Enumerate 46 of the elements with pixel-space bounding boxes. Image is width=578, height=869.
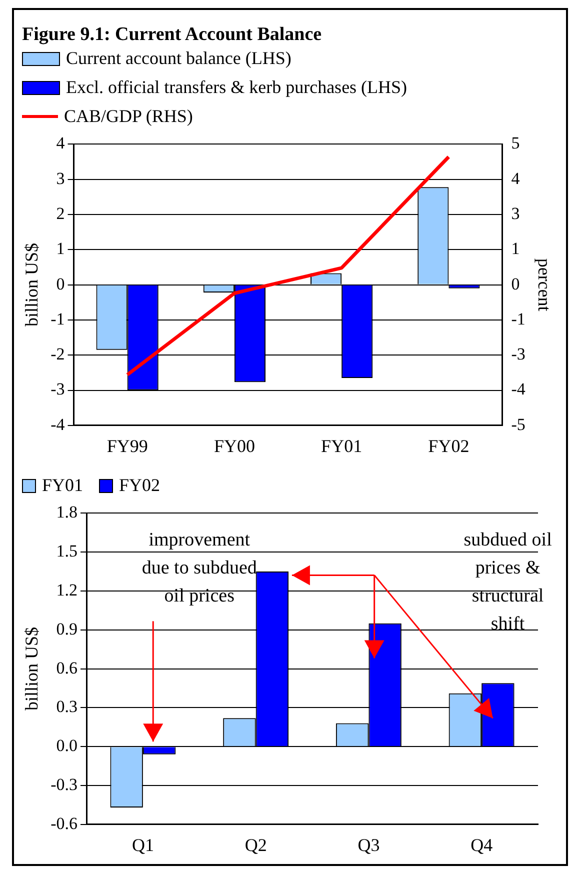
y-tick-label: 0.0 <box>56 736 78 756</box>
y2-tick-label: -5 <box>511 414 526 434</box>
x-tick-label: Q3 <box>358 834 380 855</box>
x-tick-label: Q4 <box>470 834 493 855</box>
annotation: improvement due to subdued oil prices <box>142 530 258 607</box>
y-tick-label: -0.3 <box>50 774 78 794</box>
y2-tick-label: 3 <box>511 204 520 223</box>
x-tick-label: FY00 <box>214 436 255 456</box>
legend-label: FY02 <box>119 475 160 496</box>
y2-axis-title: percent <box>534 258 554 312</box>
chart-title: Figure 9.1: Current Account Balance <box>22 24 323 46</box>
y2-tick-label: 4 <box>511 168 520 188</box>
x-tick-label: FY02 <box>428 436 470 456</box>
y-axis-title: billion US$ <box>22 627 42 711</box>
annotation: subdued oil prices & structural shift <box>464 530 552 635</box>
y-tick-label: 2 <box>56 204 65 223</box>
y2-tick-label: 1 <box>511 239 520 258</box>
legend-label: FY01 <box>42 475 84 496</box>
legend-label: CAB/GDP (RHS) <box>64 106 193 127</box>
y-tick-label: -0.6 <box>50 814 78 833</box>
y-tick-label: -4 <box>50 414 66 434</box>
y2-tick-label: -4 <box>511 380 526 399</box>
y2-tick-label: 0 <box>511 274 520 294</box>
x-tick-label: Q1 <box>132 834 154 855</box>
y2-tick-label: 5 <box>511 134 520 153</box>
y-tick-label: 4 <box>56 134 66 153</box>
x-tick-label: Q2 <box>244 834 267 855</box>
y2-tick-label: -3 <box>511 344 526 364</box>
y-tick-label: 3 <box>56 168 65 188</box>
legend-label: Current account balance (LHS) <box>66 48 292 69</box>
x-tick-label: FY99 <box>106 436 148 456</box>
y-tick-label: 0.6 <box>56 658 78 678</box>
y-tick-label: 1.2 <box>56 580 78 600</box>
y-tick-label: -2 <box>50 344 65 364</box>
y-tick-label: 1.5 <box>56 542 78 561</box>
x-tick-label: FY01 <box>321 436 362 456</box>
y-tick-label: 1.8 <box>56 502 78 522</box>
y2-tick-label: -1 <box>511 309 526 328</box>
y-tick-label: 0 <box>56 274 65 294</box>
y-tick-label: 0.3 <box>56 697 78 716</box>
y-tick-label: -1 <box>50 309 65 328</box>
y-axis-title: billion US$ <box>22 243 42 327</box>
y-tick-label: 0.9 <box>56 619 78 638</box>
legend-label: Excl. official transfers & kerb purchases (LHS) <box>66 77 408 98</box>
y-tick-label: 1 <box>56 239 65 258</box>
y-tick-label: -3 <box>50 380 65 399</box>
